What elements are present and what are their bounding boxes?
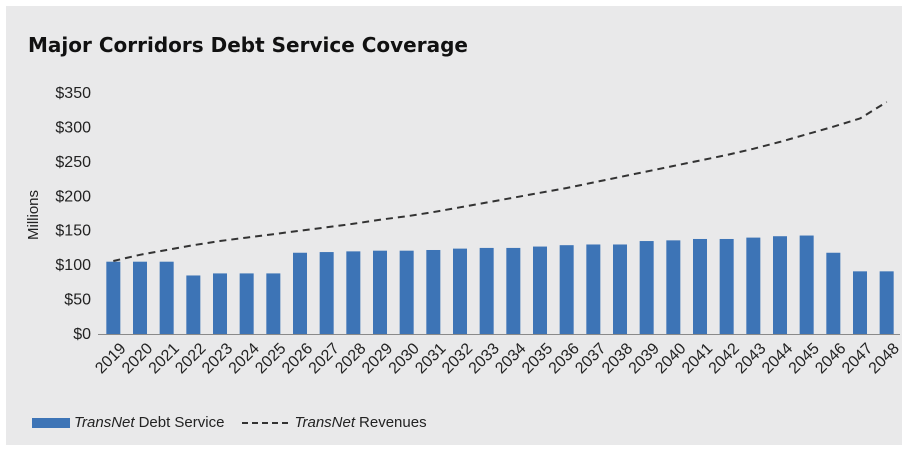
bar-2047 xyxy=(853,271,867,334)
x-tick-label: 2042 xyxy=(706,340,743,377)
bar-2048 xyxy=(879,271,894,334)
x-tick-label: 2029 xyxy=(359,340,396,377)
y-tick-label: $150 xyxy=(55,223,91,240)
x-tick-label: 2023 xyxy=(199,340,236,377)
x-tick-label: 2034 xyxy=(492,340,529,377)
bar-2038 xyxy=(613,244,627,334)
bar-2044 xyxy=(773,236,787,334)
x-tick-label: 2040 xyxy=(652,340,689,377)
bar-2025 xyxy=(266,273,281,334)
x-tick-label: 2019 xyxy=(92,340,129,377)
legend-prefix: TransNet xyxy=(74,414,135,431)
y-tick-label: $0 xyxy=(73,326,91,343)
bar-2041 xyxy=(693,238,707,334)
debt-service-bars xyxy=(106,235,894,334)
x-tick-label: 2039 xyxy=(626,340,663,377)
y-tick-label: $100 xyxy=(55,257,91,274)
y-tick-label: $200 xyxy=(55,188,91,205)
x-axis-tick-labels: 2019202020212022202320242025202620272028… xyxy=(92,340,903,377)
bar-2028 xyxy=(346,251,361,334)
chart-title: Major Corridors Debt Service Coverage xyxy=(28,33,468,57)
legend-swatch-dashed-line xyxy=(242,421,289,424)
x-tick-label: 2027 xyxy=(306,340,343,377)
bar-2019 xyxy=(106,261,121,334)
bar-2046 xyxy=(826,252,841,334)
chart-panel xyxy=(6,6,902,445)
legend-label: Revenues xyxy=(359,414,427,431)
x-tick-label: 2032 xyxy=(439,340,476,377)
bar-2039 xyxy=(639,241,654,334)
bar-2031 xyxy=(426,249,441,334)
bar-2043 xyxy=(746,237,761,334)
x-tick-label: 2045 xyxy=(786,340,823,377)
y-tick-label: $350 xyxy=(55,85,91,102)
y-tick-label: $250 xyxy=(55,154,91,171)
y-tick-label: $300 xyxy=(55,119,91,136)
legend-swatch-bar xyxy=(32,417,70,428)
x-tick-label: 2024 xyxy=(226,340,263,377)
x-tick-label: 2043 xyxy=(732,340,769,377)
x-tick-label: 2022 xyxy=(172,340,209,377)
x-tick-label: 2048 xyxy=(866,340,903,377)
x-tick-label: 2044 xyxy=(759,340,796,377)
bar-2035 xyxy=(533,246,547,334)
x-tick-label: 2035 xyxy=(519,340,556,377)
y-axis-label: Millions xyxy=(25,190,42,240)
x-tick-label: 2046 xyxy=(812,340,849,377)
bar-2027 xyxy=(319,252,334,334)
bar-2026 xyxy=(293,252,307,334)
chart-legend: TransNet Debt Service TransNet Revenues xyxy=(32,414,445,431)
x-tick-label: 2026 xyxy=(279,340,316,377)
x-tick-label: 2038 xyxy=(599,340,636,377)
legend-prefix: TransNet xyxy=(294,414,356,431)
revenues-line xyxy=(113,101,888,262)
bar-2034 xyxy=(506,247,521,334)
x-tick-label: 2028 xyxy=(332,340,369,377)
bar-2030 xyxy=(399,250,414,334)
x-tick-label: 2025 xyxy=(252,340,289,377)
x-tick-label: 2020 xyxy=(119,340,156,377)
bar-2023 xyxy=(213,273,227,334)
x-tick-label: 2021 xyxy=(146,340,183,377)
y-axis-tick-labels: $0 $50 $100 $150 $200 $250 $300 $350 xyxy=(55,85,91,343)
bar-2032 xyxy=(453,248,467,334)
x-tick-label: 2037 xyxy=(572,340,609,377)
x-tick-label: 2036 xyxy=(546,340,583,377)
bar-2040 xyxy=(666,240,681,334)
bar-2042 xyxy=(719,238,734,334)
bar-2021 xyxy=(159,261,174,334)
bar-2037 xyxy=(586,244,601,334)
legend-item-debt-service: TransNet Debt Service xyxy=(32,414,224,431)
x-tick-label: 2033 xyxy=(466,340,503,377)
x-tick-label: 2041 xyxy=(679,340,716,377)
bar-2020 xyxy=(133,261,147,334)
bar-2022 xyxy=(186,275,201,334)
x-tick-label: 2030 xyxy=(386,340,423,377)
bar-2033 xyxy=(479,247,494,334)
bar-2045 xyxy=(799,235,814,334)
legend-item-revenues: TransNet Revenues xyxy=(242,414,427,431)
y-tick-label: $50 xyxy=(64,292,91,309)
bar-2029 xyxy=(373,250,387,334)
bar-2024 xyxy=(239,273,254,334)
x-tick-label: 2031 xyxy=(412,340,449,377)
legend-label: Debt Service xyxy=(138,414,225,431)
x-tick-label: 2047 xyxy=(839,340,876,377)
bar-2036 xyxy=(559,245,574,334)
